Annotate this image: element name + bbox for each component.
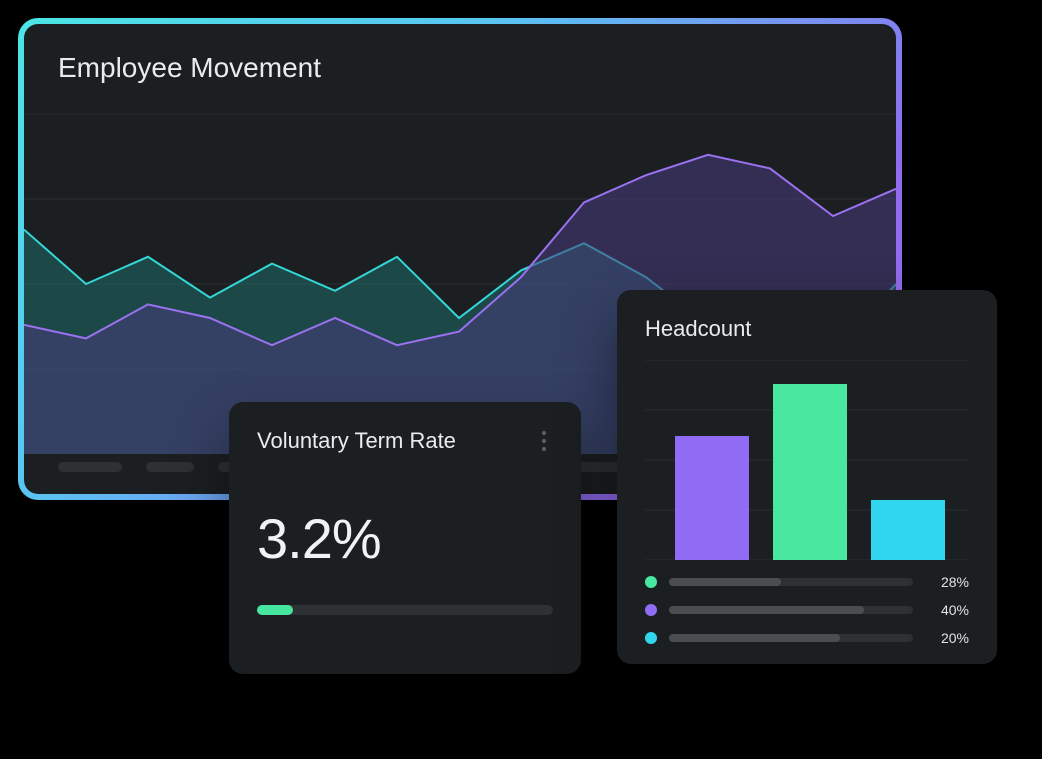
legend-track (669, 606, 913, 614)
voluntary-term-rate-track (257, 605, 553, 615)
voluntary-term-rate-title: Voluntary Term Rate (257, 428, 456, 454)
headcount-bar (871, 500, 945, 560)
headcount-card: Headcount 28% 40% 20% (617, 290, 997, 664)
headcount-bar-svg (645, 360, 969, 560)
employee-movement-title: Employee Movement (58, 52, 321, 84)
legend-dot-icon (645, 632, 657, 644)
voluntary-term-rate-card: Voluntary Term Rate 3.2% (229, 402, 581, 674)
legend-value: 20% (925, 630, 969, 646)
headcount-legend: 28% 40% 20% (645, 574, 969, 646)
more-options-icon[interactable] (535, 431, 553, 451)
headcount-chart (645, 360, 969, 560)
legend-pill (58, 462, 122, 472)
voluntary-term-rate-value: 3.2% (257, 506, 553, 571)
legend-dot-icon (645, 604, 657, 616)
voluntary-term-rate-fill (257, 605, 293, 615)
headcount-bar (675, 436, 749, 560)
legend-track (669, 578, 913, 586)
legend-dot-icon (645, 576, 657, 588)
headcount-legend-row: 40% (645, 602, 969, 618)
legend-track (669, 634, 913, 642)
headcount-bar (773, 384, 847, 560)
headcount-legend-row: 28% (645, 574, 969, 590)
legend-value: 40% (925, 602, 969, 618)
legend-pill (146, 462, 194, 472)
headcount-title: Headcount (645, 316, 969, 342)
legend-value: 28% (925, 574, 969, 590)
voluntary-term-rate-header: Voluntary Term Rate (257, 428, 553, 454)
headcount-legend-row: 20% (645, 630, 969, 646)
